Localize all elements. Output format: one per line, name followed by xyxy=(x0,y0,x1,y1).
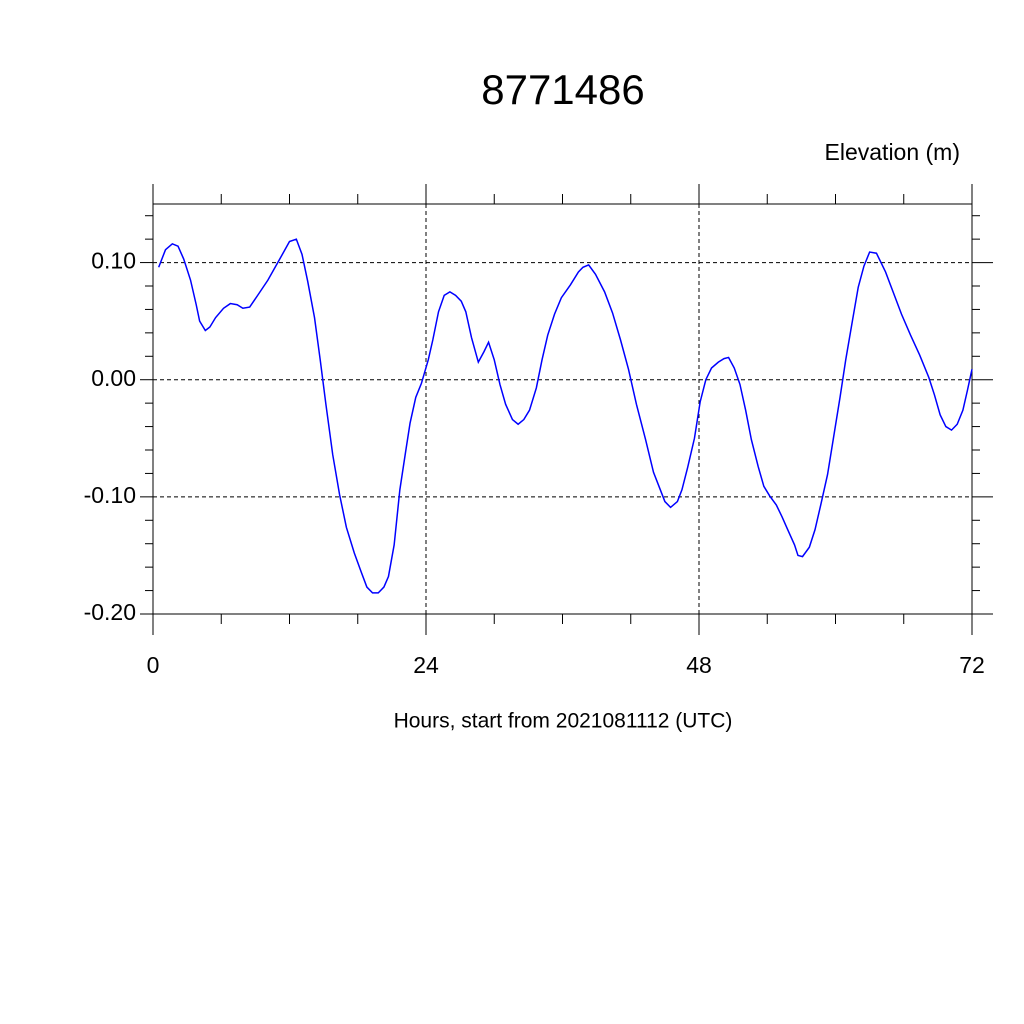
x-tick-label: 24 xyxy=(413,652,439,678)
x-tick-label: 48 xyxy=(686,652,712,678)
chart-title: 8771486 xyxy=(481,66,645,113)
y-tick-label: 0.10 xyxy=(91,248,136,274)
x-tick-label: 72 xyxy=(959,652,985,678)
x-tick-label: 0 xyxy=(147,652,160,678)
y-axis-label: Elevation (m) xyxy=(825,139,960,165)
y-tick-label: -0.20 xyxy=(84,599,136,625)
x-axis-label: Hours, start from 2021081112 (UTC) xyxy=(394,710,733,733)
plot-frame xyxy=(152,203,973,615)
line-series xyxy=(157,238,973,594)
y-tick-label: -0.10 xyxy=(84,482,136,508)
y-tick-label: 0.00 xyxy=(91,365,136,391)
